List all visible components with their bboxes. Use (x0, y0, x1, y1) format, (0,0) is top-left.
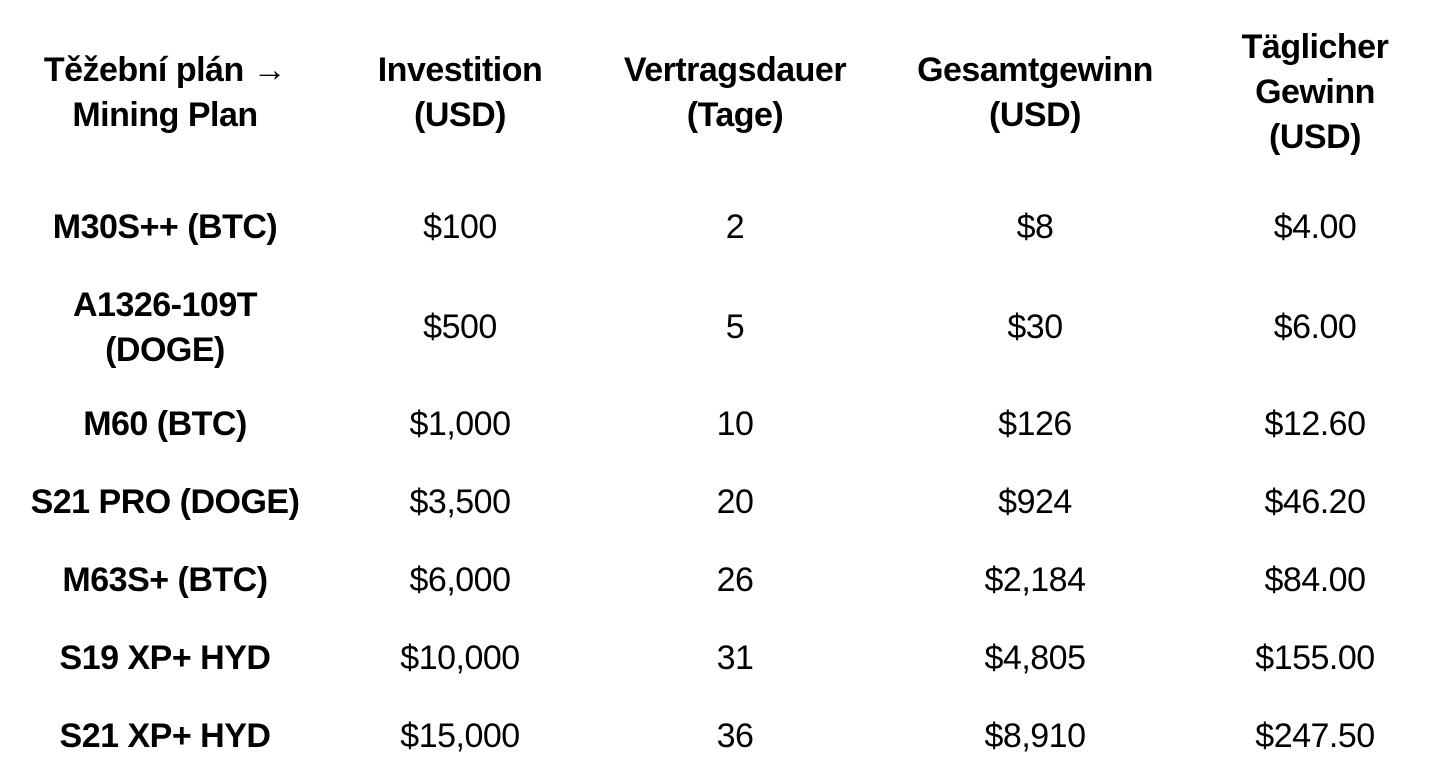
plan-cell: S21 PRO (DOGE) (30, 482, 300, 521)
duration-cell: 5 (725, 308, 745, 347)
plan-cell: A1326-109T (DOGE) (72, 285, 258, 369)
table-row: M60 (BTC) $1,000 10 $126 $12.60 (0, 385, 1440, 463)
plan-cell: M60 (BTC) (83, 404, 247, 443)
total-profit-cell: $2,184 (984, 560, 1087, 599)
header-line: (USD) (989, 95, 1081, 134)
table-row: S19 XP+ HYD $10,000 31 $4,805 $155.00 (0, 619, 1440, 697)
investment-cell: $10,000 (400, 638, 520, 677)
plan-cell: M30S++ (BTC) (52, 208, 278, 247)
plan-cell: S19 XP+ HYD (59, 638, 271, 677)
total-profit-cell: $8 (1016, 208, 1054, 247)
total-profit-cell: $8,910 (984, 716, 1087, 755)
total-profit-cell: $924 (998, 482, 1072, 521)
header-line: (USD) (1269, 117, 1361, 156)
total-profit-cell: $4,805 (984, 638, 1087, 677)
daily-profit-cell: $155.00 (1255, 638, 1375, 677)
daily-profit-cell: $46.20 (1264, 482, 1367, 521)
total-profit-cell: $30 (1007, 308, 1063, 347)
table-row: S21 XP+ HYD $15,000 36 $8,910 $247.50 (0, 697, 1440, 775)
daily-profit-cell: $247.50 (1255, 716, 1375, 755)
header-line: Mining Plan (72, 95, 258, 134)
header-line: Investition (377, 50, 543, 89)
table-row: M63S+ (BTC) $6,000 26 $2,184 $84.00 (0, 541, 1440, 619)
investment-cell: $6,000 (409, 560, 512, 599)
duration-cell: 2 (725, 208, 745, 247)
header-daily-profit: Täglicher Gewinn (USD) (1190, 0, 1440, 185)
daily-profit-cell: $84.00 (1264, 560, 1367, 599)
header-line: Vertragsdauer (623, 50, 847, 89)
header-contract-duration: Vertragsdauer (Tage) (590, 0, 880, 185)
plan-cell: S21 XP+ HYD (59, 716, 271, 755)
daily-profit-cell: $4.00 (1273, 208, 1357, 247)
header-mining-plan: Těžební plán → Mining Plan (0, 0, 330, 185)
plan-cell: M63S+ (BTC) (62, 560, 268, 599)
table-row: S21 PRO (DOGE) $3,500 20 $924 $46.20 (0, 463, 1440, 541)
table-row: A1326-109T (DOGE) $500 5 $30 $6.00 (0, 270, 1440, 385)
header-investment: Investition (USD) (330, 0, 590, 185)
total-profit-cell: $126 (998, 404, 1072, 443)
investment-cell: $3,500 (409, 482, 512, 521)
duration-cell: 26 (716, 560, 754, 599)
investment-cell: $15,000 (400, 716, 520, 755)
duration-cell: 20 (716, 482, 754, 521)
duration-cell: 10 (716, 404, 754, 443)
header-total-profit: Gesamtgewinn (USD) (880, 0, 1190, 185)
daily-profit-cell: $12.60 (1264, 404, 1367, 443)
daily-profit-cell: $6.00 (1273, 308, 1357, 347)
duration-cell: 31 (716, 638, 754, 677)
header-line: Těžební plán → (43, 50, 287, 89)
header-line: Gewinn (1255, 73, 1375, 112)
investment-cell: $100 (423, 208, 497, 247)
header-line: Täglicher (1241, 28, 1389, 67)
header-row: Těžební plán → Mining Plan Investition (… (0, 0, 1440, 185)
header-line: (Tage) (686, 95, 784, 134)
header-line: (USD) (414, 95, 506, 134)
investment-cell: $1,000 (409, 404, 512, 443)
table-row: M30S++ (BTC) $100 2 $8 $4.00 (0, 185, 1440, 270)
header-line: Gesamtgewinn (917, 50, 1153, 89)
investment-cell: $500 (423, 308, 497, 347)
duration-cell: 36 (716, 716, 754, 755)
